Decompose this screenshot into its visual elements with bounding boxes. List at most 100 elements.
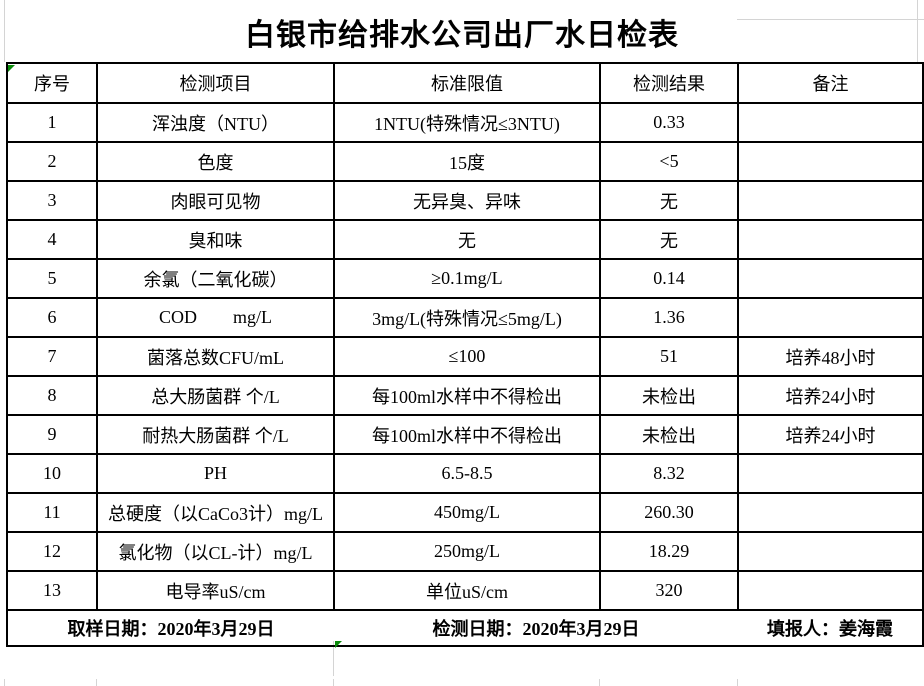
sheet-gridline	[917, 0, 918, 62]
sheet-gridline	[333, 641, 334, 676]
column-header-no[interactable]: 序号	[6, 62, 98, 104]
cell-result[interactable]: 320	[599, 570, 739, 611]
table-row: 7 菌落总数CFU/mL ≤100 51 培养48小时	[6, 336, 924, 377]
cell-remark[interactable]	[737, 102, 924, 143]
cell-item[interactable]: 浑浊度（NTU）	[96, 102, 335, 143]
column-header-standard[interactable]: 标准限值	[333, 62, 601, 104]
column-header-item[interactable]: 检测项目	[96, 62, 335, 104]
cell-standard[interactable]: 450mg/L	[333, 492, 601, 533]
sheet-gridline	[737, 19, 924, 20]
cell-result[interactable]: 18.29	[599, 531, 739, 572]
table-row: 11 总硬度（以CaCo3计）mg/L 450mg/L 260.30	[6, 492, 924, 533]
cell-item[interactable]: 菌落总数CFU/mL	[96, 336, 335, 377]
table-row: 4 臭和味 无 无	[6, 219, 924, 260]
page-title: 白银市给排水公司出厂水日检表	[245, 19, 679, 52]
cell-result[interactable]: 8.32	[599, 453, 739, 494]
cell-remark[interactable]	[737, 531, 924, 572]
cell-standard[interactable]: 3mg/L(特殊情况≤5mg/L)	[333, 297, 601, 338]
table-row: 3 肉眼可见物 无异臭、异味 无	[6, 180, 924, 221]
cell-item[interactable]: 耐热大肠菌群 个/L	[96, 414, 335, 455]
cell-error-marker-icon	[8, 65, 15, 72]
cell-standard[interactable]: 无异臭、异味	[333, 180, 601, 221]
table-row: 9 耐热大肠菌群 个/L 每100ml水样中不得检出 未检出 培养24小时	[6, 414, 924, 455]
column-header-result[interactable]: 检测结果	[599, 62, 739, 104]
table-row: 13 电导率uS/cm 单位uS/cm 320	[6, 570, 924, 611]
cell-no[interactable]: 13	[6, 570, 98, 611]
cell-no[interactable]: 9	[6, 414, 98, 455]
cell-item[interactable]: 肉眼可见物	[96, 180, 335, 221]
cell-item[interactable]: 色度	[96, 141, 335, 182]
cell-remark[interactable]	[737, 219, 924, 260]
cell-remark[interactable]	[737, 258, 924, 299]
cell-remark[interactable]: 培养24小时	[737, 375, 924, 416]
cell-no[interactable]: 2	[6, 141, 98, 182]
cell-remark[interactable]: 培养48小时	[737, 336, 924, 377]
table-row: 2 色度 15度 <5	[6, 141, 924, 182]
cell-result[interactable]: 0.14	[599, 258, 739, 299]
cell-remark[interactable]	[737, 570, 924, 611]
sheet-gridline	[96, 679, 97, 686]
testing-date[interactable]: 检测日期：2020年3月29日	[334, 609, 738, 647]
cell-result[interactable]: 0.33	[599, 102, 739, 143]
cell-error-marker-icon	[335, 641, 342, 648]
cell-item[interactable]: COD mg/L	[96, 297, 335, 338]
cell-standard[interactable]: 每100ml水样中不得检出	[333, 414, 601, 455]
cell-no[interactable]: 7	[6, 336, 98, 377]
sampling-date[interactable]: 取样日期：2020年3月29日	[6, 609, 334, 647]
table-row: 5 余氯（二氧化碳） ≥0.1mg/L 0.14	[6, 258, 924, 299]
table-row: 1 浑浊度（NTU） 1NTU(特殊情况≤3NTU) 0.33	[6, 102, 924, 143]
cell-standard[interactable]: 单位uS/cm	[333, 570, 601, 611]
cell-no[interactable]: 6	[6, 297, 98, 338]
cell-result[interactable]: 260.30	[599, 492, 739, 533]
cell-result[interactable]: 无	[599, 219, 739, 260]
cell-item[interactable]: 臭和味	[96, 219, 335, 260]
cell-standard[interactable]: 15度	[333, 141, 601, 182]
cell-result[interactable]: 无	[599, 180, 739, 221]
cell-result[interactable]: <5	[599, 141, 739, 182]
cell-result[interactable]: 51	[599, 336, 739, 377]
cell-standard[interactable]: ≥0.1mg/L	[333, 258, 601, 299]
sheet-gridline	[4, 0, 5, 62]
cell-remark[interactable]	[737, 297, 924, 338]
cell-standard[interactable]: 每100ml水样中不得检出	[333, 375, 601, 416]
cell-standard[interactable]: 1NTU(特殊情况≤3NTU)	[333, 102, 601, 143]
sheet-gridline	[737, 679, 738, 686]
cell-result[interactable]: 未检出	[599, 414, 739, 455]
cell-remark[interactable]	[737, 180, 924, 221]
cell-remark[interactable]: 培养24小时	[737, 414, 924, 455]
cell-standard[interactable]: 6.5-8.5	[333, 453, 601, 494]
cell-result[interactable]: 1.36	[599, 297, 739, 338]
cell-item[interactable]: PH	[96, 453, 335, 494]
cell-remark[interactable]	[737, 453, 924, 494]
reporter[interactable]: 填报人：姜海霞	[738, 609, 924, 647]
header-row: 序号 检测项目 标准限值 检测结果 备注	[6, 62, 924, 104]
cell-standard[interactable]: 250mg/L	[333, 531, 601, 572]
cell-no[interactable]: 8	[6, 375, 98, 416]
cell-remark[interactable]	[737, 492, 924, 533]
table-row: 10 PH 6.5-8.5 8.32	[6, 453, 924, 494]
cell-no[interactable]: 1	[6, 102, 98, 143]
cell-item[interactable]: 总硬度（以CaCo3计）mg/L	[96, 492, 335, 533]
cell-item[interactable]: 电导率uS/cm	[96, 570, 335, 611]
cell-standard[interactable]: ≤100	[333, 336, 601, 377]
cell-no[interactable]: 10	[6, 453, 98, 494]
table-row: 6 COD mg/L 3mg/L(特殊情况≤5mg/L) 1.36	[6, 297, 924, 338]
sheet-gridline	[4, 679, 5, 686]
cell-item[interactable]: 余氯（二氧化碳）	[96, 258, 335, 299]
column-header-remark[interactable]: 备注	[737, 62, 924, 104]
cell-standard[interactable]: 无	[333, 219, 601, 260]
cell-no[interactable]: 11	[6, 492, 98, 533]
cell-result[interactable]: 未检出	[599, 375, 739, 416]
cell-item[interactable]: 总大肠菌群 个/L	[96, 375, 335, 416]
cell-no[interactable]: 12	[6, 531, 98, 572]
cell-no[interactable]: 3	[6, 180, 98, 221]
sheet-gridline	[599, 679, 600, 686]
table-row: 12 氯化物（以CL-计）mg/L 250mg/L 18.29	[6, 531, 924, 572]
cell-remark[interactable]	[737, 141, 924, 182]
cell-item[interactable]: 氯化物（以CL-计）mg/L	[96, 531, 335, 572]
table-row: 8 总大肠菌群 个/L 每100ml水样中不得检出 未检出 培养24小时	[6, 375, 924, 416]
sheet-gridline	[333, 679, 334, 686]
cell-no[interactable]: 5	[6, 258, 98, 299]
cell-no[interactable]: 4	[6, 219, 98, 260]
